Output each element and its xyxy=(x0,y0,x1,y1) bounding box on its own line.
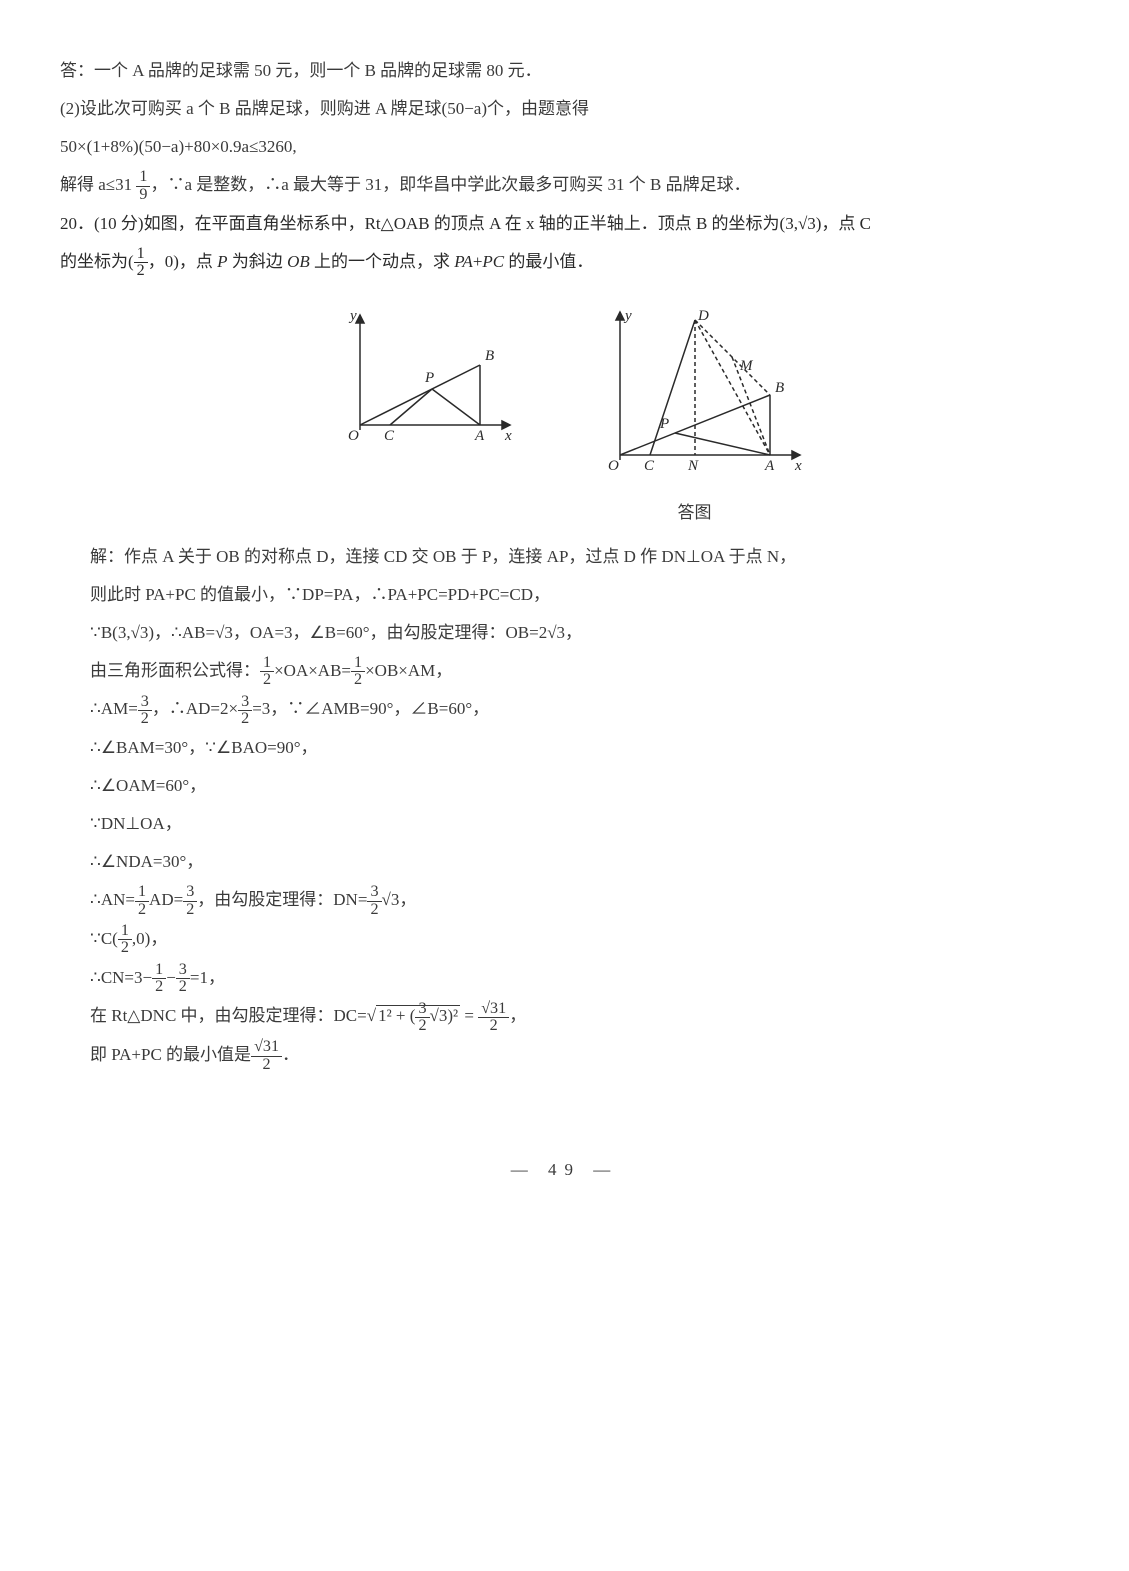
fig2-P-label: P xyxy=(659,416,669,432)
q19-answer-1: 答：一个 A 品牌的足球需 50 元，则一个 B 品牌的足球需 80 元． xyxy=(60,54,1069,88)
fig1-P-label: P xyxy=(424,370,434,386)
fig2-y-label: y xyxy=(623,308,632,324)
sol-l8: ∵DN⊥OA， xyxy=(90,807,1069,841)
sol-l10a: ∴AN= xyxy=(90,890,135,909)
frac-num: 1 xyxy=(136,169,150,186)
figure-1: y O C A x P B xyxy=(320,300,520,530)
fig1-x-label: x xyxy=(504,428,512,444)
fig2-N-label: N xyxy=(687,458,699,474)
frac-num: 3 xyxy=(176,962,190,979)
frac-num: 1 xyxy=(260,655,274,672)
figures-row: y O C A x P B xyxy=(60,300,1069,530)
sol-l5b: ，∴AD=2× xyxy=(152,699,238,718)
frac-den: 2 xyxy=(351,672,365,688)
frac-den: 2 xyxy=(367,902,381,918)
sol-l2: 则此时 PA+PC 的值最小，∵DP=PA，∴PA+PC=PD+PC=CD， xyxy=(90,578,1069,612)
frac-num: 1 xyxy=(351,655,365,672)
frac-den: 2 xyxy=(238,711,252,727)
q19-equation: 50×(1+8%)(50−a)+80×0.9a≤3260, xyxy=(60,130,1069,164)
fig2-A-label: A xyxy=(764,458,775,474)
sol-l4c: ×OB×AM， xyxy=(365,661,452,680)
sol-l9: ∴∠NDA=30°， xyxy=(90,845,1069,879)
fig1-O-label: O xyxy=(348,428,359,444)
frac-num: 1 xyxy=(134,246,148,263)
fig1-B-label: B xyxy=(485,348,494,364)
sol-l13b: ， xyxy=(509,1006,526,1025)
figure-1-svg: y O C A x P B xyxy=(320,300,520,450)
q20-stem-line1: 20．(10 分)如图，在平面直角坐标系中，Rt△OAB 的顶点 A 在 x 轴… xyxy=(60,207,1069,241)
q19-solve: 解得 a≤31 19，∵a 是整数，∴a 最大等于 31，即华昌中学此次最多可购… xyxy=(60,168,1069,203)
sol-l10c: ，由勾股定理得：DN= xyxy=(197,890,367,909)
frac-den: 2 xyxy=(118,940,132,956)
sol-l12c: =1， xyxy=(190,968,225,987)
sol-l11: ∵C(12,0)， xyxy=(90,922,1069,957)
q20-number: 20． xyxy=(60,214,94,233)
sol-l11a: ∵C( xyxy=(90,929,118,948)
fig2-O-label: O xyxy=(608,458,619,474)
sol-l3: ∵B(3,√3)，∴AB=√3，OA=3，∠B=60°，由勾股定理得：OB=2√… xyxy=(90,616,1069,650)
fig2-C-label: C xyxy=(644,458,655,474)
sol-l4b: ×OA×AB= xyxy=(274,661,351,680)
frac-num: 1 xyxy=(152,962,166,979)
frac-den: 2 xyxy=(176,979,190,995)
sol-l13: 在 Rt△DNC 中，由勾股定理得：DC=√1² + (32√3)² = √31… xyxy=(90,999,1069,1034)
q20-stem1-text: 如图，在平面直角坐标系中，Rt△OAB 的顶点 A 在 x 轴的正半轴上．顶点 … xyxy=(144,214,871,233)
sol-l14: 即 PA+PC 的最小值是√312． xyxy=(90,1038,1069,1073)
frac-num: 1 xyxy=(135,884,149,901)
frac-den: 9 xyxy=(136,187,150,203)
figure-2: y O C N A x P M B D 答图 xyxy=(580,300,810,530)
frac-num: √31 xyxy=(251,1039,282,1056)
sol-l7: ∴∠OAM=60°， xyxy=(90,769,1069,803)
sol-l10b: AD= xyxy=(149,890,183,909)
sol-l14b: ． xyxy=(282,1045,299,1064)
sol-l14a: 即 PA+PC 的最小值是 xyxy=(90,1045,251,1064)
fig2-M-label: M xyxy=(739,358,754,374)
figure-2-caption: 答图 xyxy=(580,496,810,530)
page-number-value: 49 xyxy=(548,1160,581,1179)
fig1-C-label: C xyxy=(384,428,395,444)
frac-num: √31 xyxy=(478,1001,509,1018)
frac-den: 2 xyxy=(134,263,148,279)
page-number: — 49 — xyxy=(60,1153,1069,1187)
frac-num: 3 xyxy=(238,694,252,711)
frac-den: 2 xyxy=(183,902,197,918)
frac-den: 2 xyxy=(415,1018,429,1034)
frac-den: 2 xyxy=(478,1018,509,1034)
sol-l10d: √3， xyxy=(382,890,417,909)
frac-den: 2 xyxy=(251,1057,282,1073)
frac-den: 2 xyxy=(138,711,152,727)
sol-l12: ∴CN=3−12−32=1， xyxy=(90,961,1069,996)
frac-den: 2 xyxy=(260,672,274,688)
sol-l12a: ∴CN=3− xyxy=(90,968,152,987)
sol-l6: ∴∠BAM=30°，∵∠BAO=90°， xyxy=(90,731,1069,765)
fig2-x-label: x xyxy=(794,458,802,474)
sol-l5: ∴AM=32，∴AD=2×32=3，∵∠AMB=90°，∠B=60°， xyxy=(90,692,1069,727)
q20-marks: (10 分) xyxy=(94,214,144,233)
sol-l5c: =3，∵∠AMB=90°，∠B=60°， xyxy=(252,699,489,718)
sol-l11b: ,0)， xyxy=(132,929,167,948)
fig2-B-label: B xyxy=(775,380,784,396)
sol-l10: ∴AN=12AD=32，由勾股定理得：DN=32√3， xyxy=(90,883,1069,918)
fig1-y-label: y xyxy=(348,308,357,324)
frac-den: 2 xyxy=(135,902,149,918)
frac-num: 3 xyxy=(415,1001,429,1018)
q19-part2-lead: (2)设此次可购买 a 个 B 品牌足球，则购进 A 牌足球(50−a)个，由题… xyxy=(60,92,1069,126)
fig2-D-label: D xyxy=(697,308,709,324)
figure-2-svg: y O C N A x P M B D xyxy=(580,300,810,480)
sol-l13a: 在 Rt△DNC 中，由勾股定理得：DC= xyxy=(90,1006,367,1025)
sol-l5a: ∴AM= xyxy=(90,699,138,718)
sol-l4: 由三角形面积公式得：12×OA×AB=12×OB×AM， xyxy=(90,654,1069,689)
frac-num: 3 xyxy=(138,694,152,711)
frac-num: 3 xyxy=(367,884,381,901)
fig1-A-label: A xyxy=(474,428,485,444)
q20-stem-line2: 的坐标为(12，0)，点 P 为斜边 OB 上的一个动点，求 PA+PC 的最小… xyxy=(60,245,1069,280)
sol-l4a: 由三角形面积公式得： xyxy=(90,661,260,680)
sol-l1: 解：作点 A 关于 OB 的对称点 D，连接 CD 交 OB 于 P，连接 AP… xyxy=(90,540,1069,574)
sol-l12b: − xyxy=(166,968,176,987)
frac-num: 3 xyxy=(183,884,197,901)
frac-den: 2 xyxy=(152,979,166,995)
frac-num: 1 xyxy=(118,923,132,940)
